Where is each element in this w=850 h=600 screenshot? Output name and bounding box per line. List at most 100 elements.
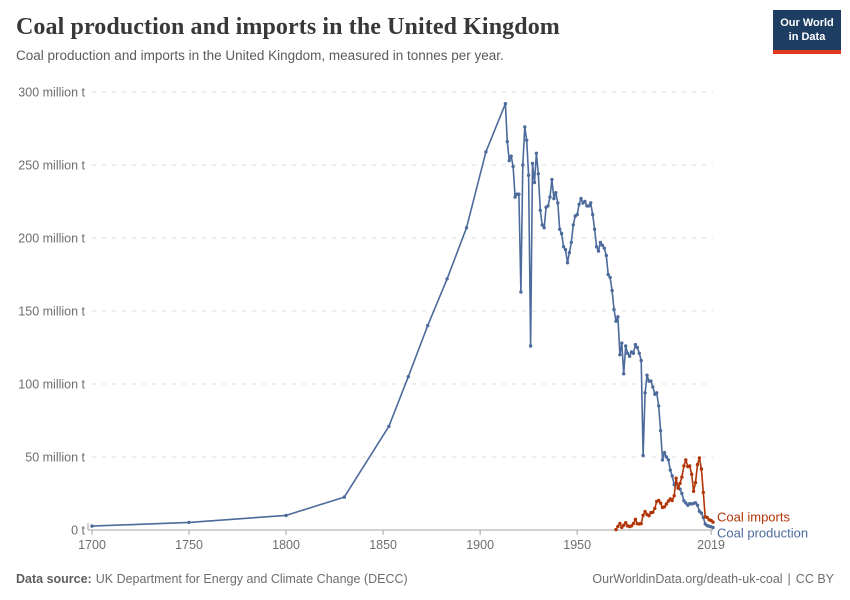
data-point[interactable] xyxy=(90,524,94,528)
data-point[interactable] xyxy=(705,515,709,520)
data-point[interactable] xyxy=(600,243,605,247)
data-point[interactable] xyxy=(643,391,647,395)
data-point[interactable] xyxy=(426,323,430,328)
data-point[interactable] xyxy=(571,223,575,227)
data-point[interactable] xyxy=(624,521,628,525)
data-point[interactable] xyxy=(284,513,288,518)
series-label-coal-production[interactable]: Coal production xyxy=(717,525,808,540)
data-point[interactable] xyxy=(616,315,620,319)
data-point[interactable] xyxy=(558,227,562,231)
owid-logo[interactable]: Our World in Data xyxy=(773,10,841,54)
series-line-coal-imports[interactable] xyxy=(615,457,714,531)
data-point[interactable] xyxy=(649,379,653,383)
data-point[interactable] xyxy=(521,163,525,167)
data-point[interactable] xyxy=(559,231,564,236)
data-point[interactable] xyxy=(662,505,667,509)
data-point[interactable] xyxy=(627,354,632,358)
data-point[interactable] xyxy=(690,472,694,476)
data-point[interactable] xyxy=(342,495,346,499)
series-coal-production[interactable] xyxy=(90,102,715,530)
data-point[interactable] xyxy=(660,458,665,462)
data-point[interactable] xyxy=(629,524,634,528)
data-point[interactable] xyxy=(711,525,715,530)
data-point[interactable] xyxy=(509,154,513,158)
series-coal-imports[interactable] xyxy=(614,456,715,532)
data-point[interactable] xyxy=(614,527,618,532)
data-point[interactable] xyxy=(523,125,527,129)
data-point[interactable] xyxy=(525,138,529,142)
data-point[interactable] xyxy=(658,501,663,505)
data-point[interactable] xyxy=(637,351,641,355)
data-point[interactable] xyxy=(670,474,674,478)
data-point[interactable] xyxy=(596,249,601,253)
data-point[interactable] xyxy=(633,342,638,347)
data-point[interactable] xyxy=(610,288,614,293)
data-point[interactable] xyxy=(620,525,624,530)
data-point[interactable] xyxy=(612,307,616,312)
data-point[interactable] xyxy=(534,151,539,155)
data-point[interactable] xyxy=(691,489,696,493)
data-point[interactable] xyxy=(633,517,638,521)
data-point[interactable] xyxy=(583,199,587,204)
data-point[interactable] xyxy=(587,204,591,208)
data-point[interactable] xyxy=(484,150,488,154)
license-link[interactable]: CC BY xyxy=(795,572,834,586)
data-point[interactable] xyxy=(552,196,556,201)
data-point[interactable] xyxy=(561,245,566,249)
owid-url-link[interactable]: OurWorldinData.org/death-uk-coal xyxy=(592,572,783,586)
data-point[interactable] xyxy=(688,464,692,468)
data-point[interactable] xyxy=(658,429,663,433)
data-point[interactable] xyxy=(579,196,583,201)
data-point[interactable] xyxy=(651,510,655,514)
data-point[interactable] xyxy=(625,351,630,355)
data-point[interactable] xyxy=(664,455,669,459)
data-point[interactable] xyxy=(614,319,618,323)
data-point[interactable] xyxy=(556,201,560,205)
data-point[interactable] xyxy=(591,212,595,217)
data-point[interactable] xyxy=(575,212,579,217)
data-point[interactable] xyxy=(624,344,628,348)
data-point[interactable] xyxy=(657,498,661,503)
data-point[interactable] xyxy=(598,240,603,245)
data-point[interactable] xyxy=(666,458,671,462)
data-point[interactable] xyxy=(589,201,593,205)
data-point[interactable] xyxy=(542,226,546,230)
data-point[interactable] xyxy=(187,520,191,525)
data-point[interactable] xyxy=(645,373,649,377)
data-point[interactable] xyxy=(511,164,515,169)
data-point[interactable] xyxy=(670,498,674,503)
data-point[interactable] xyxy=(701,490,705,495)
data-point[interactable] xyxy=(699,467,704,471)
data-point[interactable] xyxy=(532,180,537,185)
data-point[interactable] xyxy=(653,506,657,511)
data-point[interactable] xyxy=(693,480,698,485)
series-label-coal-imports[interactable]: Coal imports xyxy=(717,509,790,524)
data-point[interactable] xyxy=(565,261,570,265)
data-point[interactable] xyxy=(639,358,643,363)
data-point[interactable] xyxy=(505,139,509,144)
data-point[interactable] xyxy=(678,481,682,486)
data-point[interactable] xyxy=(526,173,531,177)
data-point[interactable] xyxy=(664,502,669,506)
data-point[interactable] xyxy=(546,204,550,208)
data-point[interactable] xyxy=(676,486,680,490)
data-point[interactable] xyxy=(682,464,686,468)
data-point[interactable] xyxy=(464,226,469,230)
data-point[interactable] xyxy=(528,344,533,348)
data-point[interactable] xyxy=(513,195,517,199)
data-point[interactable] xyxy=(387,424,391,428)
data-point[interactable] xyxy=(594,245,599,249)
data-point[interactable] xyxy=(536,172,540,176)
data-point[interactable] xyxy=(682,499,686,503)
data-point[interactable] xyxy=(699,511,704,515)
data-point[interactable] xyxy=(711,520,715,524)
data-point[interactable] xyxy=(548,195,552,199)
data-point[interactable] xyxy=(517,192,521,196)
data-point[interactable] xyxy=(618,521,622,526)
data-point[interactable] xyxy=(672,494,676,498)
data-point[interactable] xyxy=(647,514,651,518)
data-point[interactable] xyxy=(639,521,643,526)
data-point[interactable] xyxy=(695,503,700,507)
data-point[interactable] xyxy=(445,277,449,281)
data-point[interactable] xyxy=(620,341,624,345)
